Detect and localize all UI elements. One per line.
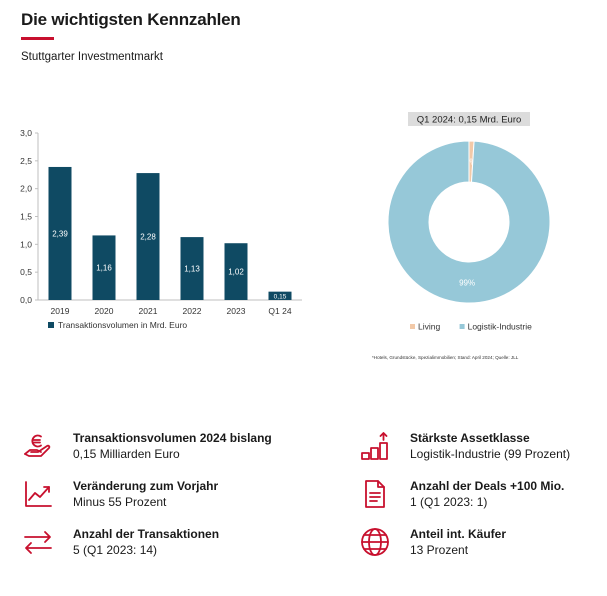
kpi-number-of-transactions: Anzahl der Transaktionen 5 (Q1 2023: 14) bbox=[22, 526, 219, 558]
bar-2019 bbox=[48, 166, 72, 300]
chart-footnote: *Hotels, Grundstücke, Spezialimmobilien;… bbox=[372, 355, 519, 360]
kpi-label: Anzahl der Transaktionen bbox=[73, 527, 220, 541]
kpi-label: Transaktionsvolumen 2024 bislang bbox=[73, 431, 272, 445]
bar-data-label: 2,28 bbox=[140, 233, 156, 242]
x-tick-label: 2022 bbox=[183, 306, 202, 316]
kpi-label: Anzahl der Deals +100 Mio. bbox=[410, 479, 565, 493]
document-icon bbox=[359, 478, 391, 510]
bar-2022 bbox=[180, 237, 204, 300]
bar-data-label: 1,13 bbox=[184, 265, 200, 274]
bar-q1-24 bbox=[268, 291, 292, 300]
kpi-value: 0,15 Milliarden Euro bbox=[73, 447, 180, 461]
kpi-value: 13 Prozent bbox=[410, 543, 469, 557]
x-tick-label: 2019 bbox=[51, 306, 70, 316]
kpi-value: Minus 55 Prozent bbox=[73, 495, 167, 509]
donut-legend-swatch bbox=[459, 324, 465, 329]
donut-legend-label: Logistik-Industrie bbox=[468, 322, 533, 332]
kpi-strongest-asset-class: Stärkste Assetklasse Logistik-Industrie … bbox=[359, 430, 570, 462]
bar-data-label: 2,39 bbox=[52, 229, 68, 238]
donut-chart: Q1 2024: 0,15 Mrd. Euro 1% 99% Living Logist… bbox=[387, 112, 551, 332]
x-tick-label: Q1 24 bbox=[268, 306, 291, 316]
kpi-value: 1 (Q1 2023: 1) bbox=[410, 495, 488, 509]
arrows-exchange-icon bbox=[22, 526, 54, 558]
bar-2020 bbox=[92, 235, 116, 300]
donut-slice-label: 1% bbox=[465, 158, 477, 167]
bar-data-label: 1,16 bbox=[96, 264, 112, 273]
y-tick-label: 2,5 bbox=[20, 156, 32, 166]
bar-data-label: 1,02 bbox=[228, 268, 244, 277]
y-tick-label: 0,0 bbox=[20, 295, 32, 305]
kpi-deals-over-100m: Anzahl der Deals +100 Mio. 1 (Q1 2023: 1… bbox=[359, 478, 564, 510]
euro-hand-icon bbox=[22, 430, 54, 462]
x-tick-label: 2023 bbox=[227, 306, 246, 316]
page-title: Die wichtigsten Kennzahlen bbox=[21, 10, 241, 29]
legend-label: Transaktionsvolumen in Mrd. Euro bbox=[58, 320, 187, 330]
bar-data-label: 0,15 bbox=[274, 293, 287, 300]
x-tick-label: 2021 bbox=[139, 306, 158, 316]
page-subtitle: Stuttgarter Investmentmarkt bbox=[21, 51, 163, 63]
kpi-change-previous-year: Veränderung zum Vorjahr Minus 55 Prozent bbox=[22, 478, 218, 510]
donut-title: Q1 2024: 0,15 Mrd. Euro bbox=[417, 115, 522, 126]
kpi-transaction-volume: Transaktionsvolumen 2024 bislang 0,15 Mi… bbox=[22, 430, 272, 462]
donut-legend-swatch bbox=[410, 324, 415, 329]
bar-chart: 0,0 0,5 1,0 1,5 2,0 2,5 3,0 2,39 2019 1,16 2020 2,2… bbox=[20, 128, 302, 330]
y-tick-label: 0,5 bbox=[20, 267, 32, 277]
kpi-label: Stärkste Assetklasse bbox=[410, 431, 530, 445]
bar-steps-icon bbox=[359, 430, 391, 462]
legend-swatch bbox=[48, 322, 54, 328]
kpi-value: Logistik-Industrie (99 Prozent) bbox=[410, 447, 571, 461]
y-tick-label: 2,0 bbox=[20, 184, 32, 194]
kpi-label: Veränderung zum Vorjahr bbox=[73, 479, 219, 493]
donut-legend-label: Living bbox=[418, 322, 440, 332]
trend-line-icon bbox=[22, 478, 54, 510]
bar-2023 bbox=[224, 243, 248, 300]
y-tick-label: 1,5 bbox=[20, 212, 32, 222]
donut-slice-label: 99% bbox=[459, 278, 475, 287]
globe-icon bbox=[359, 526, 391, 558]
y-tick-label: 3,0 bbox=[20, 128, 32, 138]
kpi-label: Anteil int. Käufer bbox=[410, 527, 507, 541]
donut-title-box bbox=[408, 112, 530, 126]
y-tick-label: 1,0 bbox=[20, 239, 32, 249]
kpi-value: 5 (Q1 2023: 14) bbox=[73, 543, 158, 557]
x-tick-label: 2020 bbox=[95, 306, 114, 316]
bar-2021 bbox=[136, 173, 160, 300]
donut-slice-logistik-industrie bbox=[387, 140, 551, 304]
title-accent-bar bbox=[21, 37, 54, 40]
kpi-international-buyers: Anteil int. Käufer 13 Prozent bbox=[359, 526, 506, 558]
